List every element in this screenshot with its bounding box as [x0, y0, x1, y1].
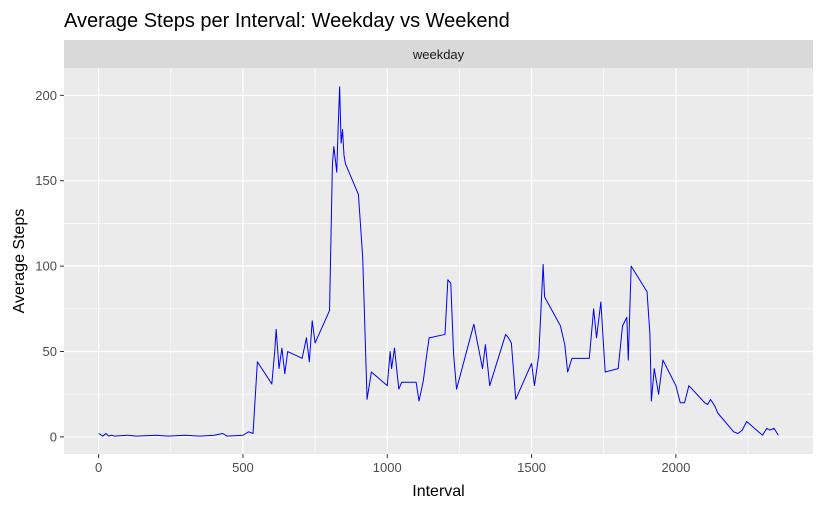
y-tick-label: 100 — [35, 259, 57, 274]
x-tick-label: 2000 — [661, 460, 690, 475]
y-tick-label: 0 — [50, 429, 57, 444]
series-line — [98, 86, 779, 437]
y-tick-label: 150 — [35, 173, 57, 188]
chart-title: Average Steps per Interval: Weekday vs W… — [64, 10, 510, 32]
y-axis: 0 50 100 150 200 — [35, 88, 64, 444]
y-tick-label: 200 — [35, 88, 57, 103]
facet-strip — [64, 40, 813, 68]
x-axis-title: Interval — [412, 483, 464, 500]
y-axis-title: Average Steps — [11, 209, 28, 314]
x-tick-label: 1500 — [517, 460, 546, 475]
facet-label: weekday — [412, 47, 465, 62]
plot-panel — [64, 68, 813, 454]
x-axis: 0 500 1000 1500 2000 — [95, 454, 690, 475]
y-tick-label: 50 — [43, 344, 57, 359]
minor-gridlines — [64, 68, 813, 454]
series-layer — [98, 86, 779, 437]
major-gridlines — [64, 68, 813, 454]
x-tick-label: 500 — [232, 460, 254, 475]
x-tick-label: 0 — [95, 460, 102, 475]
x-tick-label: 1000 — [373, 460, 402, 475]
